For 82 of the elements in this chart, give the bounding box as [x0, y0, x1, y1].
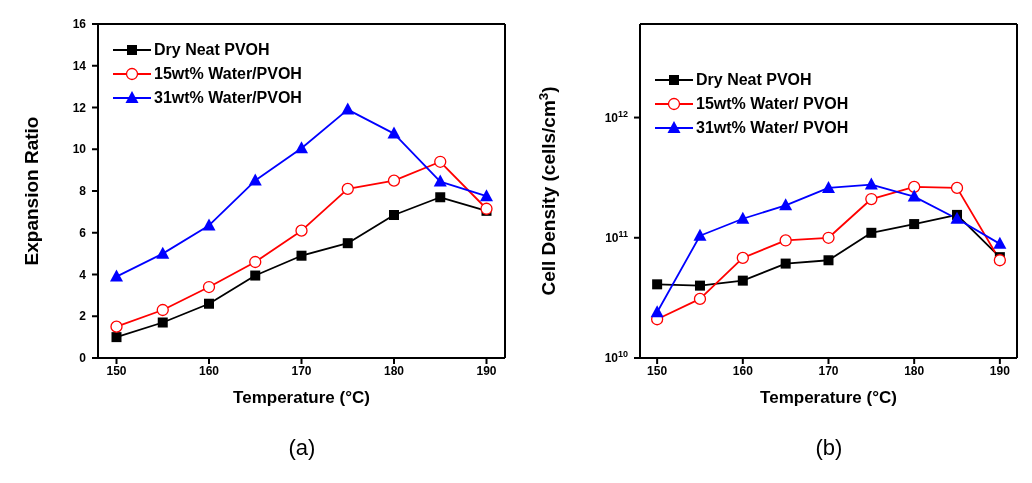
point	[907, 189, 921, 202]
point	[387, 126, 401, 139]
x-tick-label: 180	[383, 363, 405, 378]
point	[694, 280, 705, 291]
point	[202, 218, 216, 231]
legend-label: 31wt% Water/ PVOH	[696, 119, 849, 137]
point	[780, 258, 791, 269]
point	[864, 177, 878, 190]
x-axis-title: Temperature (°C)	[233, 388, 370, 407]
point	[993, 236, 1007, 249]
point	[295, 224, 308, 237]
point	[434, 155, 447, 168]
y-tick-label: 2	[79, 309, 87, 324]
point	[342, 238, 353, 249]
point	[737, 275, 748, 286]
point	[341, 182, 354, 196]
x-tick-label: 160	[198, 363, 220, 378]
point	[650, 305, 664, 318]
y-tick-label: 12	[72, 100, 87, 115]
x-tick-label: 170	[291, 363, 312, 378]
point	[389, 210, 399, 221]
point	[110, 269, 123, 282]
y-tick-label: 6	[79, 225, 87, 240]
point	[865, 192, 878, 206]
y-tick-label: 14	[72, 58, 87, 73]
point	[204, 298, 214, 309]
point	[693, 228, 707, 241]
text: (a)	[287, 435, 317, 461]
point	[248, 173, 262, 186]
y-tick-label: 8	[79, 184, 87, 198]
point	[387, 174, 401, 187]
text: (b)	[814, 435, 844, 461]
point	[156, 303, 169, 317]
x-tick-label: 150	[106, 363, 127, 378]
point	[652, 279, 663, 290]
y-tick-label: 10	[72, 142, 87, 157]
point	[157, 317, 168, 328]
point	[736, 251, 749, 265]
point	[866, 227, 877, 238]
point	[295, 141, 308, 154]
point	[202, 280, 216, 294]
point	[950, 181, 964, 195]
y-tick-label: 10$^{12}$	[604, 108, 628, 125]
legend-label: 31wt% Water/PVOH	[154, 89, 302, 107]
point	[480, 189, 493, 202]
point	[993, 254, 1007, 267]
legend-label: 15wt% Water/ PVOH	[696, 95, 849, 113]
x-tick-label: 170	[818, 363, 839, 378]
x-tick-label: 180	[904, 363, 925, 378]
point	[156, 246, 170, 259]
point	[779, 198, 793, 211]
x-tick-label: 150	[647, 363, 668, 378]
point	[822, 180, 835, 193]
point	[249, 255, 262, 269]
point	[111, 332, 122, 343]
point	[736, 211, 750, 224]
point	[950, 211, 964, 224]
legend-label: Dry Neat PVOH	[154, 41, 270, 59]
point	[433, 174, 447, 187]
point	[110, 320, 123, 333]
point	[296, 250, 307, 261]
x-tick-label: 190	[989, 363, 1011, 378]
point	[908, 180, 921, 194]
y-tick-label: 0	[79, 351, 87, 365]
x-tick-label: 190	[476, 363, 497, 378]
point	[909, 219, 920, 230]
y-tick-label: 10$^{10}$	[604, 349, 628, 365]
legend-label: 15wt% Water/PVOH	[154, 65, 302, 83]
point	[823, 255, 834, 266]
point	[341, 102, 355, 115]
point	[250, 270, 261, 281]
x-axis-title: Temperature (°C)	[760, 388, 897, 407]
y-tick-label: 10$^{11}$	[605, 228, 628, 245]
point	[693, 292, 707, 306]
legend-label: Dry Neat PVOH	[696, 71, 812, 89]
y-tick-label: 4	[79, 267, 87, 282]
y-axis-title: Expansion Ratio	[21, 116, 42, 266]
point	[779, 234, 792, 247]
point	[822, 231, 835, 244]
x-tick-label: 160	[732, 363, 754, 378]
point	[435, 192, 446, 203]
y-tick-label: 16	[72, 17, 87, 31]
